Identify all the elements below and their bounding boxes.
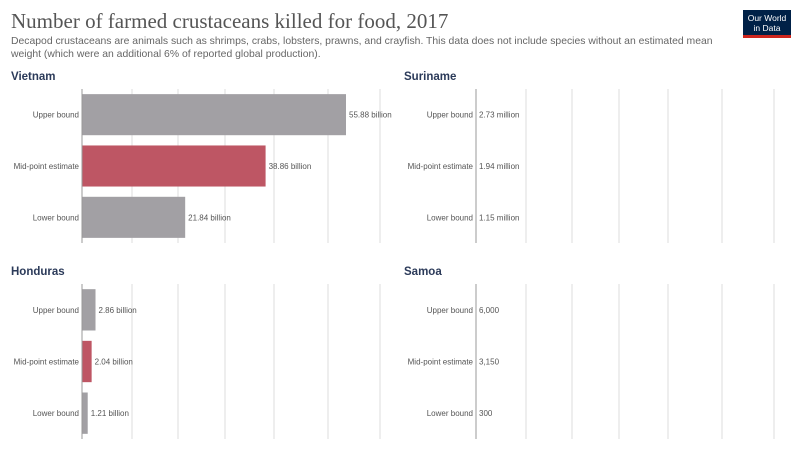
bar-vietnam-0	[82, 94, 346, 136]
category-label: Lower bound	[427, 213, 473, 222]
category-label: Mid-point estimate	[408, 162, 474, 171]
value-label: 55.88 billion	[349, 111, 392, 120]
panel-title-vietnam: Vietnam	[11, 71, 56, 83]
owid-logo[interactable]: Our World in Data	[743, 10, 791, 38]
bar-honduras-0	[82, 289, 96, 331]
panel-title-honduras: Honduras	[11, 266, 65, 278]
value-label: 1.94 million	[479, 162, 519, 171]
value-label: 2.73 million	[479, 111, 519, 120]
bar-honduras-1	[82, 340, 92, 383]
value-label: 6,000	[479, 306, 500, 315]
value-label: 21.84 billion	[188, 213, 231, 222]
bar-vietnam-1	[82, 145, 266, 187]
value-label: 1.21 billion	[91, 409, 129, 418]
value-label: 1.15 million	[479, 213, 519, 222]
value-label: 3,150	[479, 358, 500, 367]
chart-title: Number of farmed crustaceans killed for …	[11, 9, 449, 33]
bar-honduras-2	[82, 392, 88, 434]
value-label: 38.86 billion	[269, 162, 312, 171]
value-label: 300	[479, 409, 493, 418]
category-label: Lower bound	[33, 213, 79, 222]
value-label: 2.04 billion	[95, 358, 133, 367]
category-label: Mid-point estimate	[408, 358, 474, 367]
category-label: Upper bound	[33, 111, 79, 120]
chart-subtitle: Decapod crustaceans are animals such as …	[11, 36, 713, 60]
category-label: Mid-point estimate	[14, 358, 80, 367]
value-label: 2.86 billion	[99, 306, 137, 315]
category-label: Mid-point estimate	[14, 162, 80, 171]
bar-vietnam-2	[82, 196, 186, 238]
category-label: Upper bound	[33, 306, 79, 315]
panel-title-suriname: Suriname	[404, 71, 456, 83]
category-label: Upper bound	[427, 306, 473, 315]
logo-line-1: Our World	[747, 13, 787, 23]
category-label: Upper bound	[427, 111, 473, 120]
panel-title-samoa: Samoa	[404, 266, 442, 278]
category-label: Lower bound	[427, 409, 473, 418]
logo-line-2: in Data	[753, 23, 781, 33]
category-label: Lower bound	[33, 409, 79, 418]
